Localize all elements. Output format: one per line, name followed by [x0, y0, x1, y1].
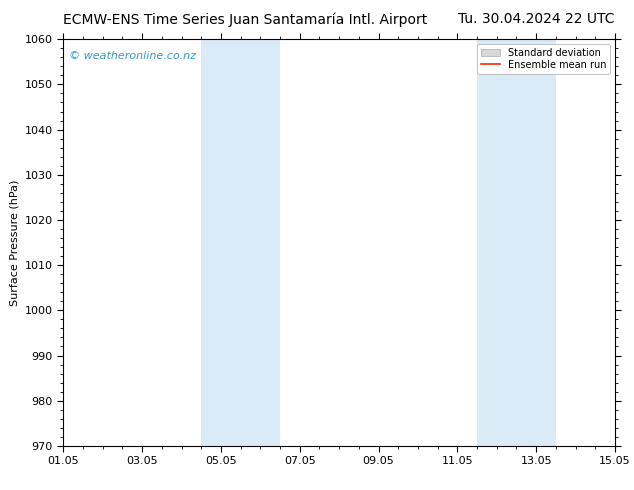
Text: ECMW-ENS Time Series Juan Santamaría Intl. Airport: ECMW-ENS Time Series Juan Santamaría Int… — [63, 12, 428, 27]
Text: Tu. 30.04.2024 22 UTC: Tu. 30.04.2024 22 UTC — [458, 12, 615, 26]
Y-axis label: Surface Pressure (hPa): Surface Pressure (hPa) — [10, 179, 19, 306]
Legend: Standard deviation, Ensemble mean run: Standard deviation, Ensemble mean run — [477, 44, 610, 74]
Text: © weatheronline.co.nz: © weatheronline.co.nz — [69, 51, 196, 61]
Bar — [477, 39, 556, 446]
Bar — [202, 39, 280, 446]
